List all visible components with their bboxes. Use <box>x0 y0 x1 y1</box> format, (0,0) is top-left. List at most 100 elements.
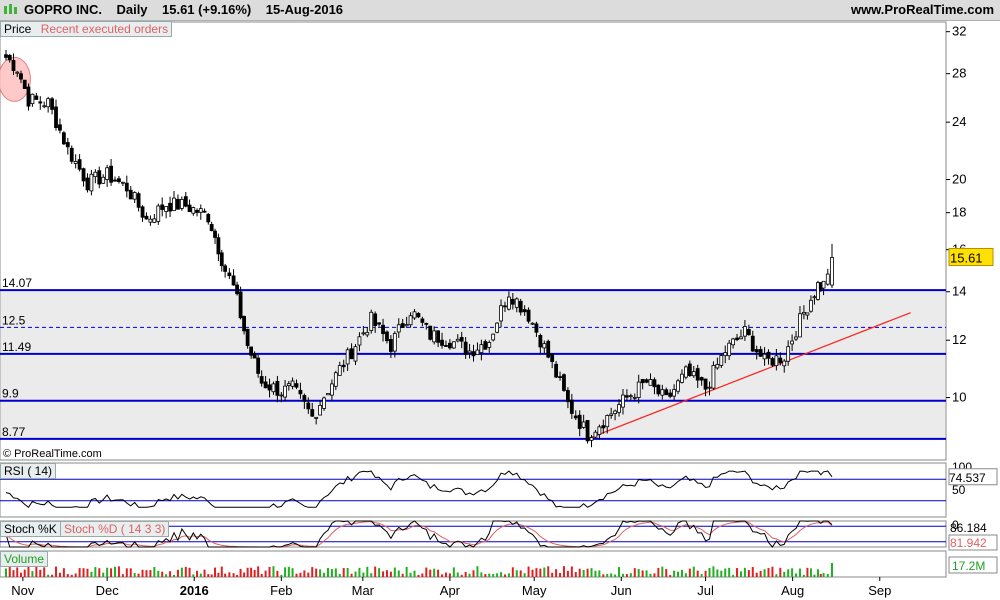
volume-bar <box>319 569 322 577</box>
candle-up <box>719 355 724 366</box>
candle-down <box>34 95 39 100</box>
candle-down <box>703 378 708 390</box>
x-tick-label: Apr <box>440 583 461 598</box>
candle-down <box>483 341 488 350</box>
volume-value: 17.2M <box>952 559 985 573</box>
candle-up <box>816 282 820 300</box>
volume-bar <box>114 566 117 577</box>
candle-down <box>585 419 590 442</box>
volume-bar <box>280 574 283 577</box>
level-label: 14.07 <box>2 276 32 290</box>
candle-down <box>4 54 8 58</box>
candle-down <box>569 399 574 414</box>
volume-bar <box>393 567 396 577</box>
candle-down <box>436 330 441 343</box>
candle-down <box>341 364 346 368</box>
candle-up <box>711 365 716 389</box>
volume-bar <box>661 566 664 577</box>
current-price-value: 15.61 <box>950 250 983 265</box>
candle-down <box>448 342 452 349</box>
volume-bar <box>747 570 750 577</box>
volume-bar <box>570 566 573 577</box>
volume-bar <box>787 569 790 577</box>
volume-bar <box>417 574 420 577</box>
volume-bar <box>257 566 260 577</box>
candle-down <box>249 346 254 356</box>
candle-down <box>85 177 90 191</box>
candle-up <box>353 346 358 362</box>
candle-down <box>550 353 555 362</box>
volume-bar <box>728 567 731 577</box>
candle-up <box>455 338 460 342</box>
y-tick-label: 28 <box>952 66 966 81</box>
candle-down <box>235 284 239 295</box>
volume-bar <box>23 569 26 577</box>
volume-bar <box>220 566 223 577</box>
volume-bar <box>539 568 542 577</box>
candle-up <box>89 173 94 192</box>
volume-bar <box>51 574 54 577</box>
volume-bar <box>500 572 503 577</box>
volume-bar <box>70 574 73 577</box>
candle-down <box>735 337 739 341</box>
candle-down <box>746 329 751 336</box>
current-price-badge <box>948 247 994 266</box>
candle-down <box>534 323 539 333</box>
candle-down <box>219 252 224 267</box>
y-tick-label: 12 <box>952 332 966 347</box>
candle-down <box>267 384 272 391</box>
volume-bar <box>566 570 569 577</box>
volume-bar <box>413 570 416 577</box>
volume-bar <box>117 566 120 577</box>
candle-down <box>377 322 382 325</box>
candle-down <box>302 395 307 402</box>
candle-down <box>238 291 243 319</box>
recent-orders-label[interactable]: Recent executed orders <box>40 22 169 36</box>
candle-up <box>743 326 747 337</box>
candle-down <box>766 351 771 359</box>
candle-up <box>198 208 203 213</box>
candle-up <box>101 176 106 184</box>
volume-bar <box>724 568 727 577</box>
candle-down <box>81 168 86 182</box>
volume-bar <box>791 568 794 577</box>
candle-up <box>802 312 806 315</box>
volume-bar <box>31 571 34 577</box>
volume-bar <box>637 569 640 577</box>
candle-up <box>762 353 767 360</box>
volume-bar <box>519 570 522 577</box>
volume-bar <box>161 571 164 577</box>
candle-down <box>227 272 232 277</box>
candle-down <box>577 414 582 429</box>
candle-down <box>216 237 221 255</box>
volume-bar <box>184 566 187 577</box>
volume-bar <box>610 573 613 577</box>
candle-down <box>526 309 531 322</box>
candle-up <box>487 342 492 348</box>
candle-up <box>491 333 496 341</box>
volume-bar <box>90 571 93 577</box>
volume-bar <box>382 571 385 577</box>
candle-up <box>786 346 791 362</box>
candle-up <box>172 197 176 212</box>
site-url[interactable]: www.ProRealTime.com <box>850 2 994 17</box>
rsi-value: 74.537 <box>949 471 986 485</box>
volume-bar <box>559 572 562 577</box>
volume-bar <box>55 566 58 577</box>
volume-bar <box>228 572 231 577</box>
volume-bar <box>547 566 550 577</box>
candle-down <box>566 389 570 403</box>
volume-bar <box>210 574 213 577</box>
volume-bar <box>141 569 144 577</box>
volume-bar <box>149 570 152 577</box>
volume-bar <box>783 571 786 577</box>
candle-up <box>680 373 684 383</box>
volume-bar <box>47 574 50 577</box>
candle-up <box>613 410 618 414</box>
volume-bar <box>448 573 451 577</box>
volume-bar <box>625 574 628 577</box>
volume-bar <box>224 573 227 577</box>
volume-bar <box>180 567 183 577</box>
volume-bar <box>657 567 660 577</box>
